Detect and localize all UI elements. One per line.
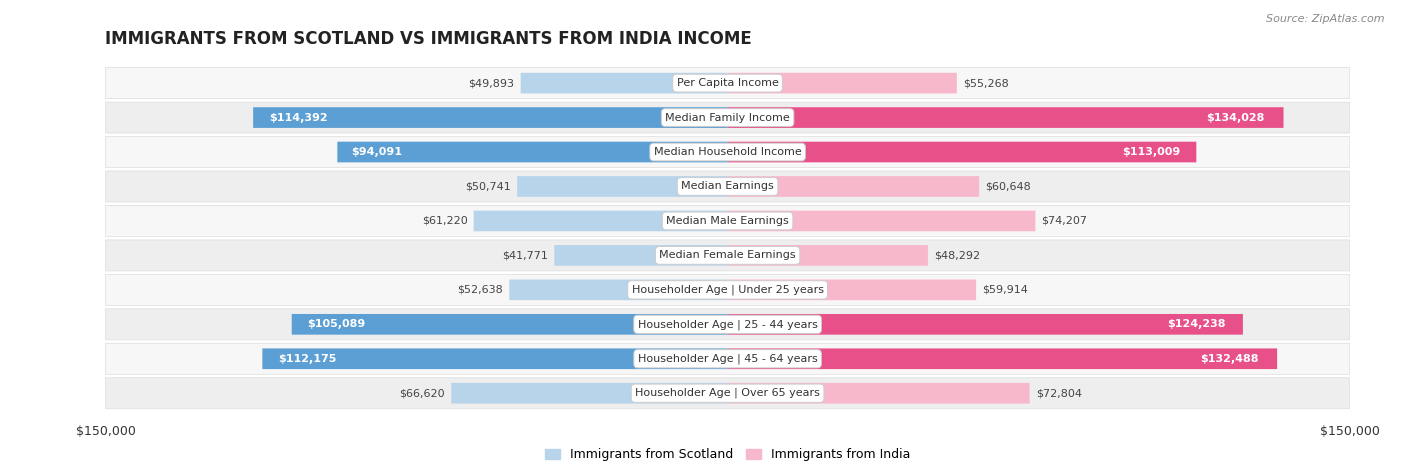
FancyBboxPatch shape xyxy=(105,240,1350,271)
FancyBboxPatch shape xyxy=(105,102,1350,133)
Text: $113,009: $113,009 xyxy=(1122,147,1180,157)
FancyBboxPatch shape xyxy=(728,142,1197,163)
FancyBboxPatch shape xyxy=(105,343,1350,374)
FancyBboxPatch shape xyxy=(728,383,1029,403)
Text: $55,268: $55,268 xyxy=(963,78,1010,88)
Text: $59,914: $59,914 xyxy=(983,285,1028,295)
Text: $60,648: $60,648 xyxy=(986,182,1031,191)
Text: $94,091: $94,091 xyxy=(352,147,402,157)
Text: Householder Age | Over 65 years: Householder Age | Over 65 years xyxy=(636,388,820,398)
Text: $124,238: $124,238 xyxy=(1167,319,1226,329)
FancyBboxPatch shape xyxy=(474,211,728,231)
FancyBboxPatch shape xyxy=(105,309,1350,340)
Text: Per Capita Income: Per Capita Income xyxy=(676,78,779,88)
Text: IMMIGRANTS FROM SCOTLAND VS IMMIGRANTS FROM INDIA INCOME: IMMIGRANTS FROM SCOTLAND VS IMMIGRANTS F… xyxy=(105,30,752,48)
FancyBboxPatch shape xyxy=(105,274,1350,305)
Text: Median Female Earnings: Median Female Earnings xyxy=(659,250,796,261)
Text: $134,028: $134,028 xyxy=(1206,113,1265,122)
FancyBboxPatch shape xyxy=(728,107,1284,128)
FancyBboxPatch shape xyxy=(728,245,928,266)
FancyBboxPatch shape xyxy=(105,378,1350,409)
FancyBboxPatch shape xyxy=(105,205,1350,236)
FancyBboxPatch shape xyxy=(291,314,728,335)
Text: $50,741: $50,741 xyxy=(465,182,510,191)
Text: Median Male Earnings: Median Male Earnings xyxy=(666,216,789,226)
FancyBboxPatch shape xyxy=(337,142,728,163)
Text: $132,488: $132,488 xyxy=(1201,354,1258,364)
Text: Median Family Income: Median Family Income xyxy=(665,113,790,122)
Text: Median Household Income: Median Household Income xyxy=(654,147,801,157)
FancyBboxPatch shape xyxy=(253,107,728,128)
FancyBboxPatch shape xyxy=(105,68,1350,99)
Legend: Immigrants from Scotland, Immigrants from India: Immigrants from Scotland, Immigrants fro… xyxy=(540,443,915,466)
FancyBboxPatch shape xyxy=(728,280,976,300)
Text: $49,893: $49,893 xyxy=(468,78,515,88)
Text: Householder Age | 45 - 64 years: Householder Age | 45 - 64 years xyxy=(638,354,817,364)
Text: $74,207: $74,207 xyxy=(1042,216,1088,226)
FancyBboxPatch shape xyxy=(728,211,1035,231)
Text: $61,220: $61,220 xyxy=(422,216,467,226)
Text: $41,771: $41,771 xyxy=(502,250,548,261)
Text: $48,292: $48,292 xyxy=(934,250,980,261)
Text: $105,089: $105,089 xyxy=(307,319,366,329)
Text: $72,804: $72,804 xyxy=(1036,388,1081,398)
FancyBboxPatch shape xyxy=(728,348,1277,369)
FancyBboxPatch shape xyxy=(263,348,728,369)
Text: $112,175: $112,175 xyxy=(278,354,337,364)
FancyBboxPatch shape xyxy=(728,73,957,93)
Text: Median Earnings: Median Earnings xyxy=(682,182,773,191)
Text: Householder Age | Under 25 years: Householder Age | Under 25 years xyxy=(631,284,824,295)
FancyBboxPatch shape xyxy=(509,280,728,300)
Text: Source: ZipAtlas.com: Source: ZipAtlas.com xyxy=(1267,14,1385,24)
FancyBboxPatch shape xyxy=(554,245,728,266)
Text: $66,620: $66,620 xyxy=(399,388,446,398)
FancyBboxPatch shape xyxy=(451,383,728,403)
FancyBboxPatch shape xyxy=(520,73,728,93)
Text: $114,392: $114,392 xyxy=(270,113,328,122)
FancyBboxPatch shape xyxy=(105,171,1350,202)
FancyBboxPatch shape xyxy=(517,176,728,197)
Text: $52,638: $52,638 xyxy=(457,285,503,295)
FancyBboxPatch shape xyxy=(728,314,1243,335)
Text: Householder Age | 25 - 44 years: Householder Age | 25 - 44 years xyxy=(638,319,817,330)
FancyBboxPatch shape xyxy=(728,176,979,197)
FancyBboxPatch shape xyxy=(105,136,1350,168)
